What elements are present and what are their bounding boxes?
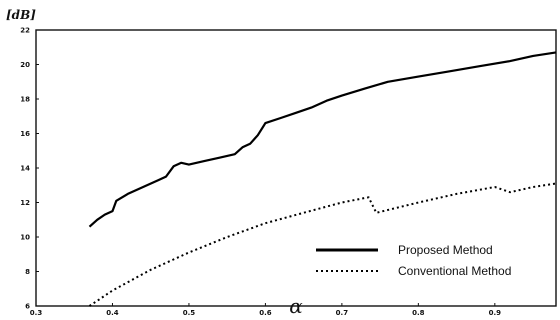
y-ticks: 6 8 10 12 14 16 18 20 22: [20, 27, 39, 311]
y-tick-label: 8: [25, 268, 30, 276]
x-tick-label: 0.7: [336, 309, 349, 317]
y-axis-label: [dB]: [6, 8, 36, 22]
legend-label-conventional: Conventional Method: [398, 264, 511, 278]
series-lines: [88, 51, 557, 307]
x-tick-label: 0.5: [183, 309, 196, 317]
y-tick-label: 20: [20, 61, 30, 69]
y-tick-label: 10: [20, 234, 30, 242]
legend: Proposed Method Conventional Method: [316, 243, 511, 278]
x-tick-label: 0.8: [412, 309, 425, 317]
x-tick-label: 0.6: [259, 309, 272, 317]
y-tick-label: 12: [20, 199, 30, 207]
y-tick-label: 6: [25, 303, 30, 311]
y-tick-label: 14: [20, 165, 30, 173]
y-tick-label: 16: [20, 130, 30, 138]
y-tick-label: 22: [20, 27, 30, 35]
legend-label-proposed: Proposed Method: [398, 243, 493, 257]
series-line-proposed-method: [88, 51, 557, 228]
y-tick-label: 18: [20, 96, 30, 104]
x-tick-label: 0.3: [30, 309, 43, 317]
x-tick-label: 0.4: [106, 309, 119, 317]
x-ticks: 0.3 0.4 0.5 0.6 0.7 0.8 0.9: [30, 303, 501, 317]
x-tick-label: 0.9: [489, 309, 502, 317]
